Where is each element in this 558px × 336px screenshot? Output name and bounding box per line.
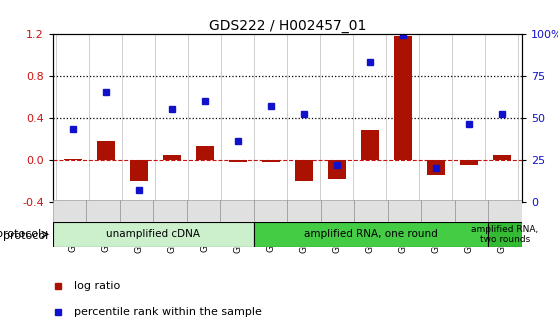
Bar <box>328 160 346 178</box>
Title: GDS222 / H002457_01: GDS222 / H002457_01 <box>209 18 366 33</box>
Text: percentile rank within the sample: percentile rank within the sample <box>74 307 262 318</box>
Text: amplified RNA, one round: amplified RNA, one round <box>304 229 438 239</box>
Bar <box>53 200 86 222</box>
Bar <box>229 160 247 162</box>
Bar <box>394 36 412 160</box>
Bar <box>488 222 522 247</box>
Text: protocol: protocol <box>0 229 41 239</box>
Text: amplified RNA,
two rounds: amplified RNA, two rounds <box>472 225 538 244</box>
Bar <box>262 160 280 162</box>
Bar <box>86 200 120 222</box>
Bar <box>187 200 220 222</box>
Text: log ratio: log ratio <box>74 281 121 291</box>
Bar <box>488 200 522 222</box>
Bar <box>287 200 321 222</box>
Bar <box>130 160 148 181</box>
Bar <box>354 200 388 222</box>
Bar <box>460 160 478 165</box>
Text: unamplified cDNA: unamplified cDNA <box>107 229 200 239</box>
Bar <box>295 160 313 181</box>
Bar <box>196 146 214 160</box>
Bar <box>220 200 254 222</box>
Bar <box>388 200 421 222</box>
Bar <box>361 130 379 160</box>
Bar <box>254 222 488 247</box>
Bar <box>493 155 511 160</box>
Bar <box>64 159 82 160</box>
Text: protocol: protocol <box>3 231 48 241</box>
Bar <box>321 200 354 222</box>
Bar <box>254 200 287 222</box>
Bar <box>455 200 488 222</box>
Bar <box>53 222 254 247</box>
Bar <box>153 200 187 222</box>
Bar <box>120 200 153 222</box>
Bar <box>163 155 181 160</box>
Bar <box>421 200 455 222</box>
Bar <box>427 160 445 175</box>
Bar <box>97 141 115 160</box>
